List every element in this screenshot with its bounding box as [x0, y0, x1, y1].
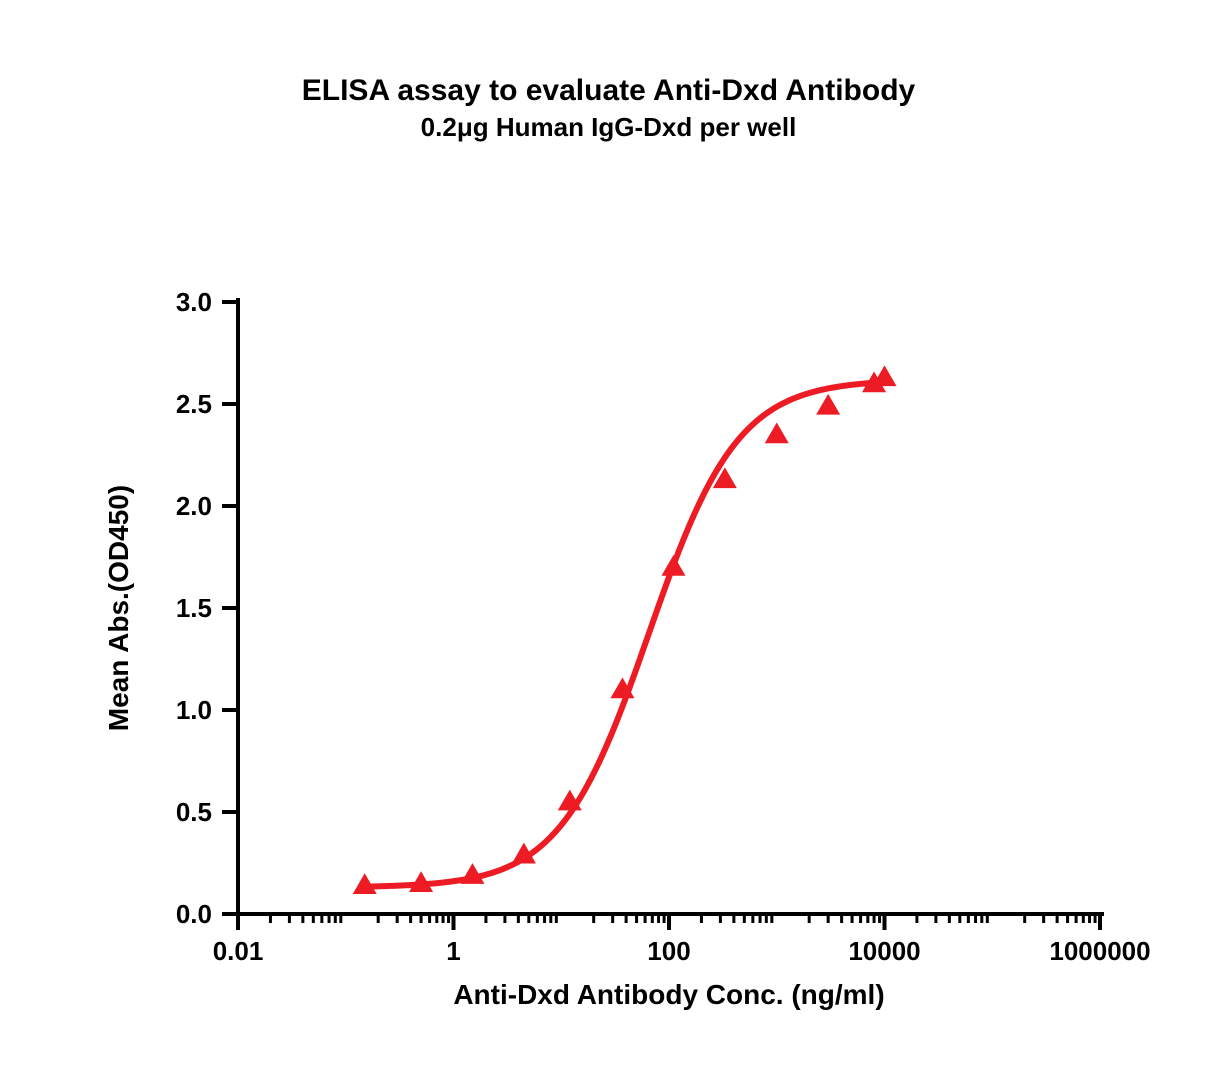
y-tick-label: 1.5 — [176, 593, 212, 623]
y-tick-label: 2.5 — [176, 389, 212, 419]
data-marker — [873, 366, 895, 385]
y-tick-label: 0.0 — [176, 899, 212, 929]
x-tick-label: 10000 — [848, 936, 920, 966]
data-points — [354, 366, 896, 893]
data-marker — [817, 395, 839, 414]
data-marker — [766, 423, 788, 442]
x-tick-label: 1 — [446, 936, 460, 966]
y-tick-label: 3.0 — [176, 287, 212, 317]
x-tick-label: 0.01 — [213, 936, 264, 966]
chart-svg: ELISA assay to evaluate Anti-Dxd Antibod… — [0, 0, 1217, 1075]
figure-root: ELISA assay to evaluate Anti-Dxd Antibod… — [0, 0, 1217, 1075]
x-axis-label: Anti-Dxd Antibody Conc. (ng/ml) — [453, 979, 884, 1010]
y-tick-label: 1.0 — [176, 695, 212, 725]
chart-title: ELISA assay to evaluate Anti-Dxd Antibod… — [302, 74, 916, 107]
x-tick-label: 1000000 — [1049, 936, 1150, 966]
x-tick-label: 100 — [647, 936, 690, 966]
y-axis-label: Mean Abs.(OD450) — [103, 485, 134, 731]
axes: 0.0 0.5 1.0 1.5 2.0 2.5 3.0 0.01 1 100 10000 100000… — [176, 287, 1151, 966]
y-tick-label: 0.5 — [176, 797, 212, 827]
y-tick-label: 2.0 — [176, 491, 212, 521]
chart-subtitle: 0.2μg Human IgG-Dxd per well — [421, 112, 797, 142]
data-marker — [662, 556, 684, 575]
fit-curve — [365, 382, 885, 887]
